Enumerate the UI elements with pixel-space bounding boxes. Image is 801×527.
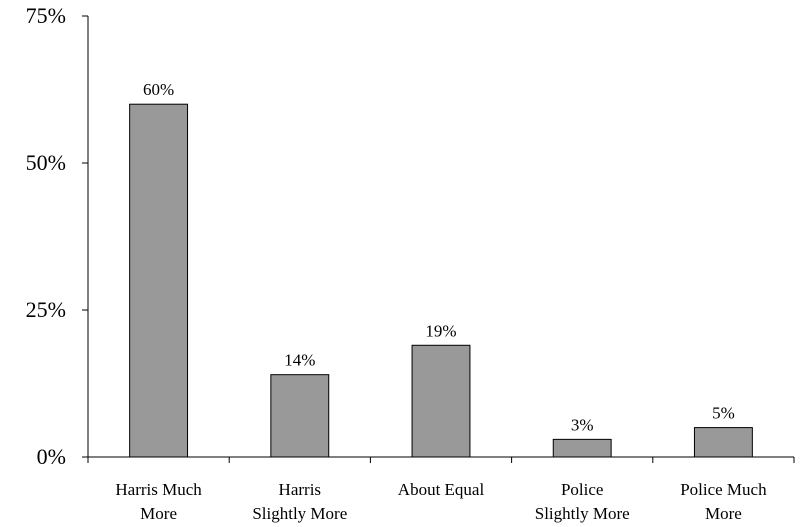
bar: [552, 438, 612, 458]
x-category-label: Police: [561, 480, 604, 499]
y-tick-label: 50%: [26, 150, 66, 175]
x-category-label: Harris Much: [115, 480, 202, 499]
data-label: 5%: [712, 404, 735, 423]
y-tick-label: 75%: [26, 3, 66, 28]
bar: [270, 374, 330, 458]
x-category-label: Police Much: [680, 480, 767, 499]
y-tick-label: 0%: [37, 444, 66, 469]
bar: [693, 427, 753, 458]
x-category-label: Slightly More: [535, 504, 630, 523]
data-label: 19%: [425, 321, 456, 340]
x-category-label: Harris: [279, 480, 321, 499]
data-label: 3%: [571, 415, 594, 434]
data-label: 60%: [143, 80, 174, 99]
data-label: 14%: [284, 351, 315, 370]
x-category-label: About Equal: [398, 480, 485, 499]
bar: [129, 103, 189, 458]
bar: [411, 344, 471, 458]
y-tick-label: 25%: [26, 297, 66, 322]
x-category-label: Slightly More: [252, 504, 347, 523]
x-category-label: More: [140, 504, 177, 523]
x-category-label: More: [705, 504, 742, 523]
